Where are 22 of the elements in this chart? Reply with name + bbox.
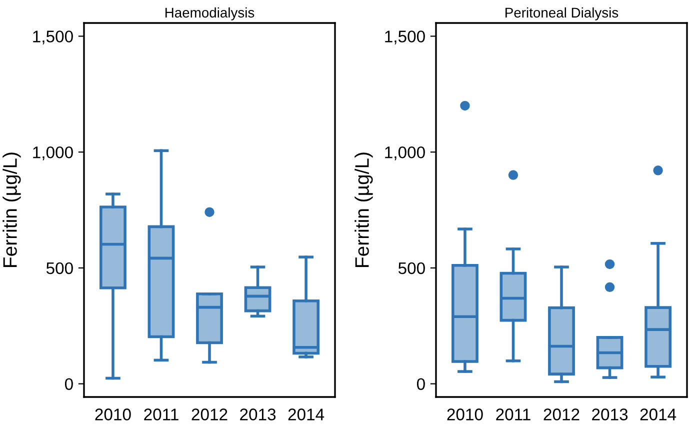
- y-tick-label: 1,500: [385, 30, 425, 44]
- x-tick-label: 2013: [592, 408, 628, 420]
- y-tick-label: 1,000: [385, 146, 425, 160]
- chart-title: Haemodialysis: [165, 7, 254, 20]
- y-tick-label: 0: [416, 378, 425, 390]
- y-tick-label: 1,500: [33, 30, 73, 44]
- x-tick-label: 2012: [192, 408, 228, 420]
- y-tick-label: 500: [46, 262, 73, 274]
- y-axis-title: Ferritin (µg/L): [2, 152, 21, 267]
- x-tick-label: 2010: [447, 408, 483, 420]
- x-tick-label: 2011: [496, 408, 530, 420]
- x-tick-label: 2014: [640, 408, 676, 420]
- x-tick-label: 2011: [144, 408, 178, 420]
- x-tick-label: 2010: [95, 408, 131, 420]
- x-tick-label: 2014: [288, 408, 324, 420]
- y-tick-label: 1,000: [33, 146, 73, 160]
- x-tick-label: 2012: [544, 408, 580, 420]
- y-tick-label: 500: [398, 262, 425, 274]
- y-axis-title: Ferritin (µg/L): [354, 152, 373, 267]
- y-tick-label: 0: [64, 378, 73, 390]
- x-tick-label: 2013: [240, 408, 276, 420]
- chart-title: Peritoneal Dialysis: [506, 7, 618, 20]
